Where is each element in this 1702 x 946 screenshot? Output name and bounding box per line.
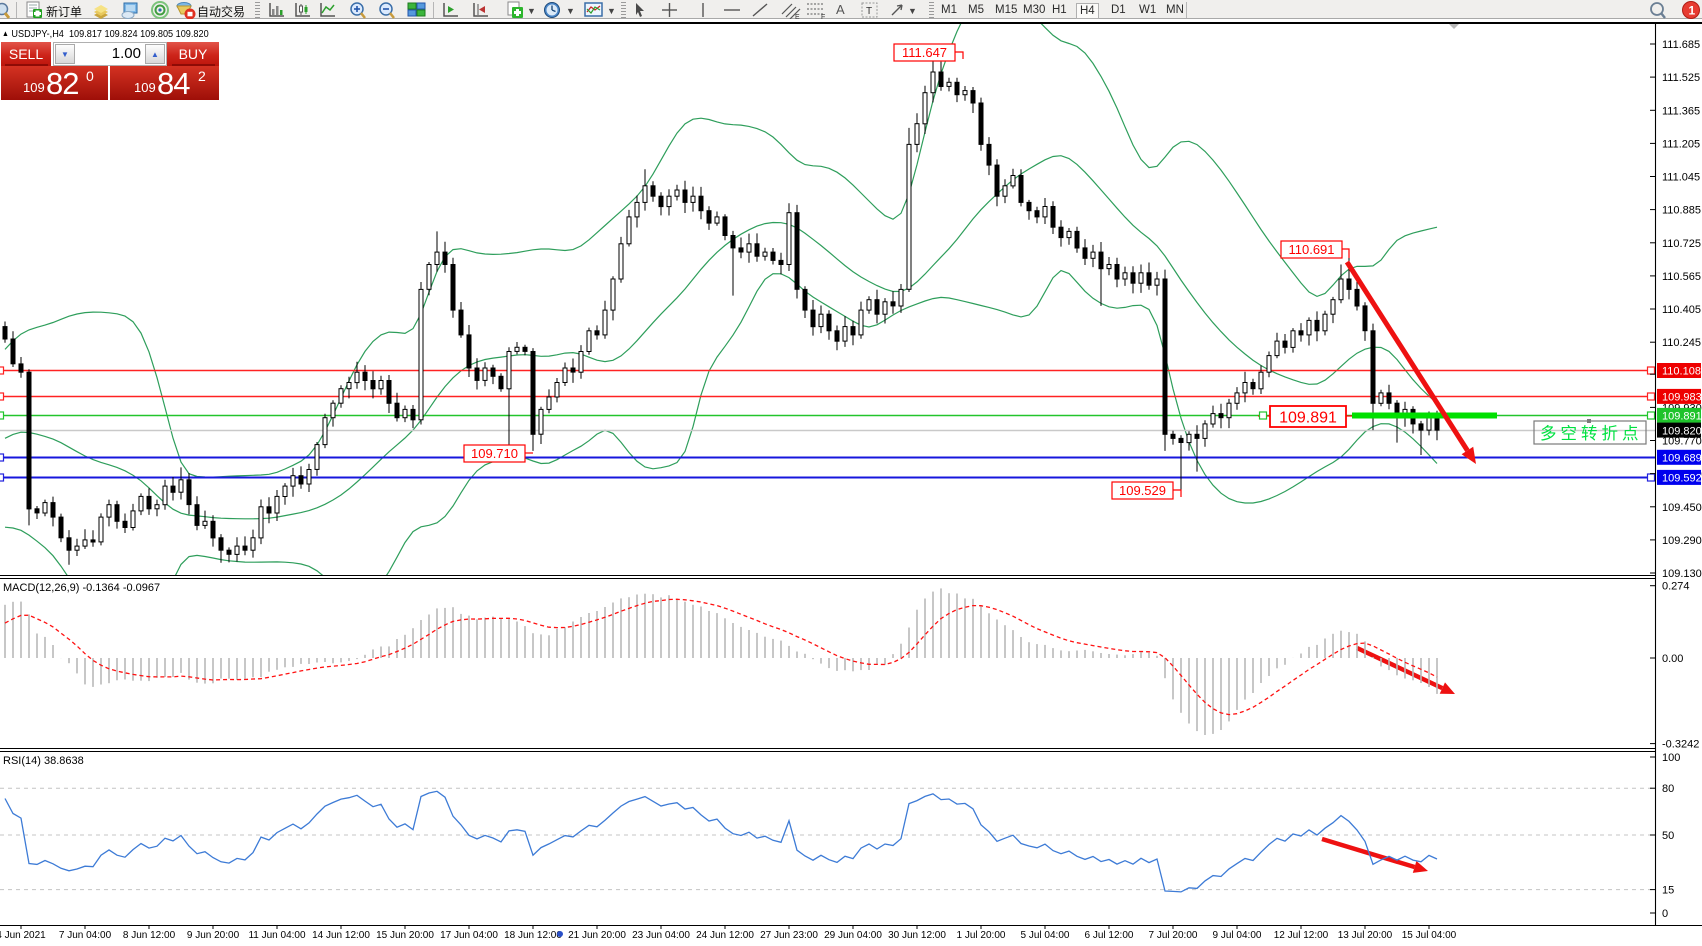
svg-text:MACD(12,26,9) -0.1364 -0.0967: MACD(12,26,9) -0.1364 -0.0967 — [3, 582, 160, 594]
svg-text:111.205: 111.205 — [1662, 138, 1700, 150]
svg-text:1: 1 — [1689, 4, 1696, 18]
svg-text:F: F — [821, 14, 825, 19]
svg-text:110.691: 110.691 — [1288, 242, 1334, 257]
svg-text:109.130: 109.130 — [1662, 568, 1702, 580]
svg-text:T: T — [866, 6, 872, 17]
svg-text:5 Jul 04:00: 5 Jul 04:00 — [1021, 930, 1070, 941]
svg-text:111.647: 111.647 — [902, 45, 947, 60]
svg-text:109.689: 109.689 — [1662, 453, 1702, 465]
svg-text:7 Jul 20:00: 7 Jul 20:00 — [1149, 930, 1198, 941]
svg-text:111.525: 111.525 — [1662, 72, 1700, 84]
svg-text:多空转折点: 多空转折点 — [1540, 424, 1643, 443]
svg-text:109.891: 109.891 — [1279, 409, 1337, 426]
svg-text:109.710: 109.710 — [471, 446, 518, 461]
svg-text:-0.3242: -0.3242 — [1662, 739, 1699, 751]
svg-text:109.770: 109.770 — [1662, 436, 1702, 448]
svg-text:109.592: 109.592 — [1662, 473, 1702, 485]
svg-text:14 Jun 12:00: 14 Jun 12:00 — [312, 930, 370, 941]
svg-text:110.405: 110.405 — [1662, 304, 1701, 316]
svg-text:110.565: 110.565 — [1662, 271, 1701, 283]
svg-text:80: 80 — [1662, 783, 1674, 795]
svg-text:9 Jul 04:00: 9 Jul 04:00 — [1213, 930, 1262, 941]
svg-text:30 Jun 12:00: 30 Jun 12:00 — [888, 930, 946, 941]
svg-text:8 Jun 12:00: 8 Jun 12:00 — [123, 930, 176, 941]
svg-text:109.820: 109.820 — [1662, 425, 1702, 437]
svg-text:110.885: 110.885 — [1662, 205, 1701, 217]
svg-text:15 Jun 20:00: 15 Jun 20:00 — [376, 930, 434, 941]
svg-text:18 Jun 12:00: 18 Jun 12:00 — [504, 930, 562, 941]
svg-text:1 Jul 20:00: 1 Jul 20:00 — [957, 930, 1006, 941]
svg-text:15: 15 — [1662, 885, 1674, 897]
svg-text:21 Jun 20:00: 21 Jun 20:00 — [568, 930, 626, 941]
svg-text:109.891: 109.891 — [1662, 411, 1702, 423]
svg-text:11 Jun 04:00: 11 Jun 04:00 — [248, 930, 306, 941]
svg-text:23 Jun 04:00: 23 Jun 04:00 — [632, 930, 690, 941]
svg-text:0.274: 0.274 — [1662, 581, 1690, 593]
svg-text:27 Jun 23:00: 27 Jun 23:00 — [760, 930, 818, 941]
svg-text:24 Jun 12:00: 24 Jun 12:00 — [696, 930, 754, 941]
svg-text:110.245: 110.245 — [1662, 337, 1701, 349]
svg-text:17 Jun 04:00: 17 Jun 04:00 — [440, 930, 498, 941]
svg-text:29 Jun 04:00: 29 Jun 04:00 — [824, 930, 882, 941]
svg-text:100: 100 — [1662, 752, 1680, 764]
svg-text:15 Jul 04:00: 15 Jul 04:00 — [1402, 930, 1457, 941]
svg-text:110.108: 110.108 — [1662, 366, 1701, 378]
svg-text:110.725: 110.725 — [1662, 238, 1701, 250]
svg-text:109.529: 109.529 — [1119, 483, 1166, 498]
svg-text:9 Jun 20:00: 9 Jun 20:00 — [187, 930, 240, 941]
svg-text:4 Jun 2021: 4 Jun 2021 — [0, 930, 46, 941]
svg-text:109.983: 109.983 — [1662, 392, 1702, 404]
svg-text:0.00: 0.00 — [1662, 653, 1683, 665]
svg-text:7 Jun 04:00: 7 Jun 04:00 — [59, 930, 112, 941]
svg-text:111.045: 111.045 — [1662, 172, 1700, 184]
svg-text:6 Jul 12:00: 6 Jul 12:00 — [1085, 930, 1134, 941]
svg-text:109.450: 109.450 — [1662, 502, 1702, 514]
svg-text:RSI(14) 38.8638: RSI(14) 38.8638 — [3, 755, 84, 767]
svg-text:0: 0 — [1662, 908, 1668, 920]
svg-text:109.290: 109.290 — [1662, 535, 1702, 547]
svg-text:12 Jul 12:00: 12 Jul 12:00 — [1274, 930, 1329, 941]
svg-text:E: E — [795, 14, 800, 19]
svg-text:111.365: 111.365 — [1662, 105, 1700, 117]
svg-text:13 Jul 20:00: 13 Jul 20:00 — [1338, 930, 1393, 941]
svg-text:50: 50 — [1662, 830, 1674, 842]
svg-text:111.685: 111.685 — [1662, 39, 1700, 51]
